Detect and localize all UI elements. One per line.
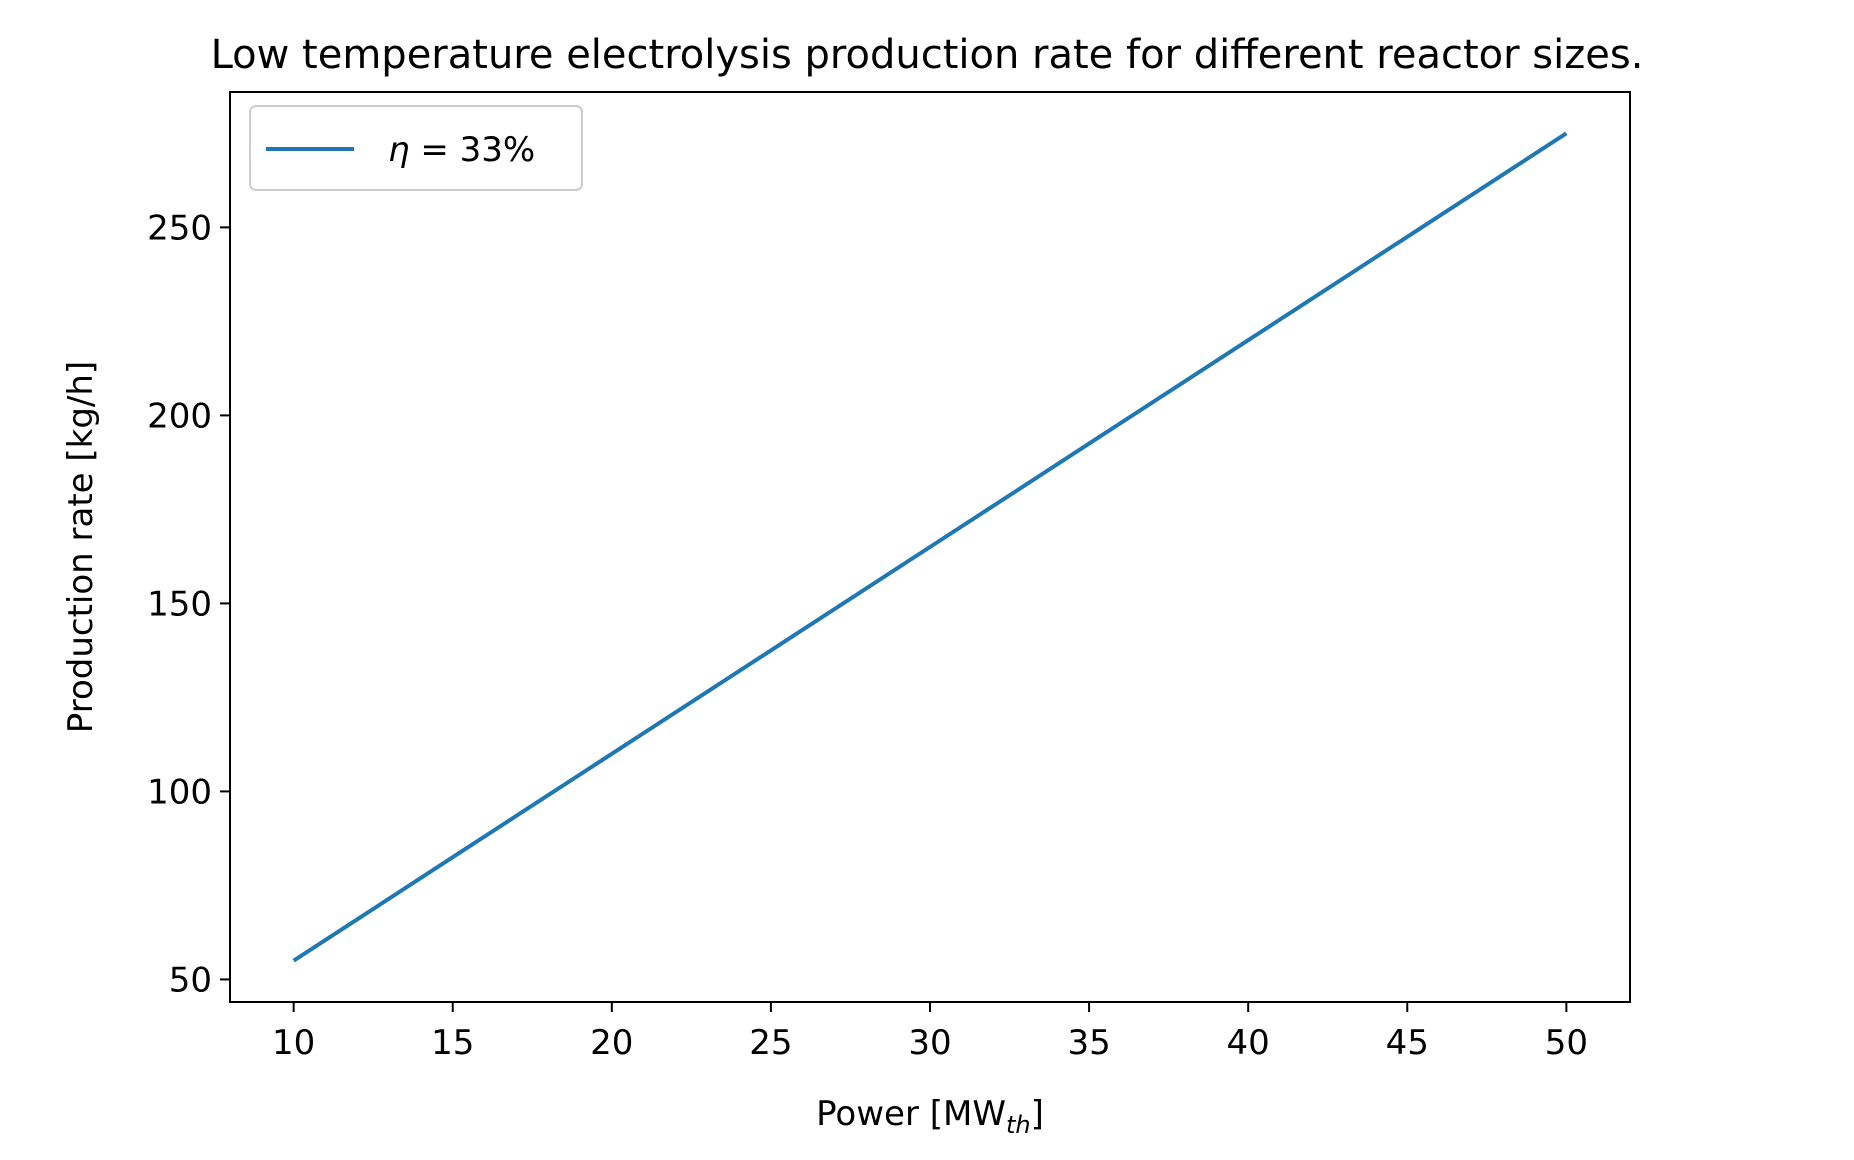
legend: η = 33% [249,105,583,191]
y-tick-label: 50 [169,960,212,1000]
x-axis-label-end: ] [1031,1094,1044,1134]
x-tick-label: 50 [1545,1023,1588,1063]
y-tick-label: 250 [147,208,212,248]
y-tick-label: 100 [147,772,212,812]
y-axis: 50 100 150 200 250 [147,208,230,1000]
x-axis: 10 15 20 25 30 35 40 45 50 [272,1002,1588,1063]
legend-label-rest: = 33% [410,130,536,170]
plot-area [229,91,1631,1003]
x-axis-label-main: Power [MW [816,1094,1006,1134]
x-tick-label: 45 [1386,1023,1429,1063]
x-axis-label: Power [MWth] [816,1094,1044,1139]
x-tick-label: 15 [431,1023,474,1063]
y-axis-label: Production rate [kg/h] [61,361,101,733]
x-tick-label: 35 [1067,1023,1110,1063]
x-tick-label: 40 [1227,1023,1270,1063]
legend-label-symbol: η [388,130,410,170]
x-tick-label: 25 [749,1023,792,1063]
x-tick-label: 10 [272,1023,315,1063]
y-tick-label: 150 [147,584,212,624]
x-axis-label-subscript: th [1006,1111,1031,1139]
y-tick-label: 200 [147,396,212,436]
chart-title: Low temperature electrolysis production … [211,32,1644,78]
x-tick-label: 30 [908,1023,951,1063]
legend-box [249,105,583,191]
legend-label: η = 33% [388,130,535,170]
series-line [292,131,1568,963]
series-layer [292,131,1568,963]
x-tick-label: 20 [590,1023,633,1063]
